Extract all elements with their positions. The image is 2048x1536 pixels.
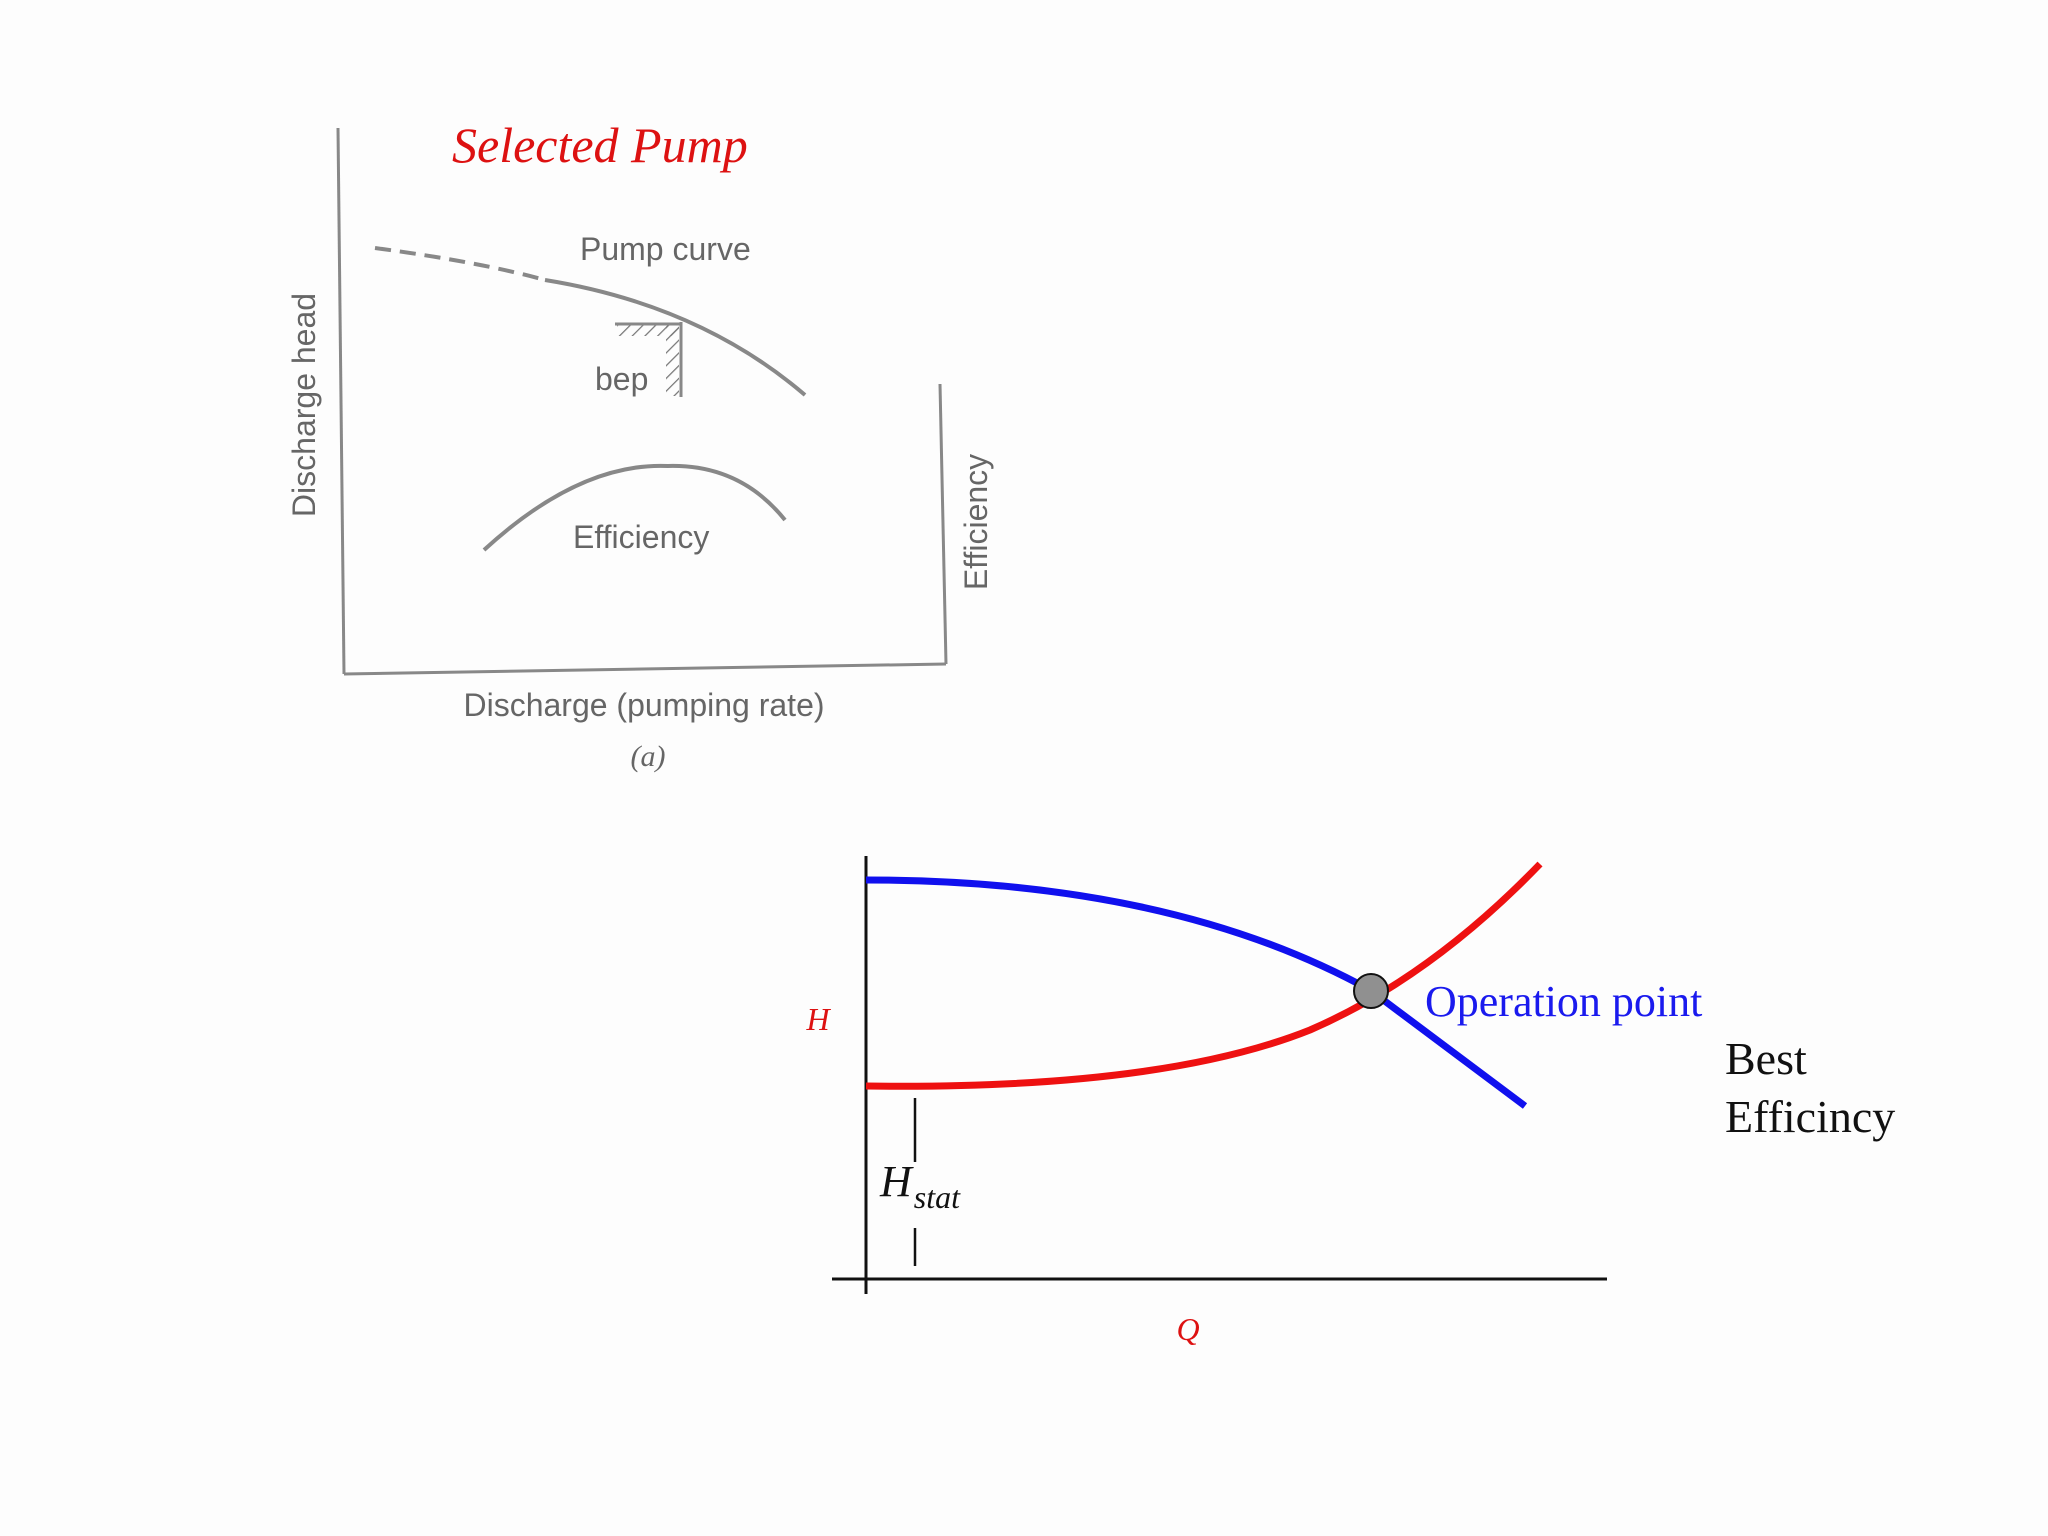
pump-head-curve [865, 876, 1528, 1109]
slide-title: Selected Pump [452, 117, 748, 173]
efficiency-curve [482, 463, 787, 552]
figure-a-caption: (a) [631, 740, 666, 773]
figure-a-left-axis [336, 127, 346, 675]
system-curve [865, 861, 1543, 1090]
pump-curve [544, 278, 807, 397]
x-axis-label-q: Q [1176, 1311, 1199, 1347]
x-axis-label-discharge: Discharge (pumping rate) [463, 687, 824, 723]
best-efficiency-line-1: Best [1725, 1033, 1807, 1084]
efficiency-curve-label: Efficiency [573, 519, 709, 555]
y-axis-label-efficiency: Efficiency [958, 454, 994, 590]
figure-a-bottom-axis [343, 662, 947, 676]
pump-curve-label: Pump curve [580, 231, 751, 267]
bep-marker [615, 322, 683, 397]
best-efficiency-label: Best Efficincy [1725, 1030, 1895, 1146]
h-stat-label: Hstat [879, 1157, 961, 1215]
figure-b: H Q Hstat Operation point [805, 856, 1702, 1347]
figure-a-right-axis [938, 383, 948, 665]
operation-point-label: Operation point [1425, 977, 1702, 1026]
y-axis-label-h: H [805, 1001, 831, 1037]
best-efficiency-line-2: Efficincy [1725, 1091, 1896, 1142]
y-axis-label-discharge-head: Discharge head [286, 293, 322, 517]
pump-curve-dashed-part [374, 246, 546, 282]
bep-label: bep [595, 361, 648, 397]
figure-a: Pump curve bep Efficiency Discharge head… [286, 127, 994, 773]
operation-point-marker [1353, 973, 1389, 1009]
